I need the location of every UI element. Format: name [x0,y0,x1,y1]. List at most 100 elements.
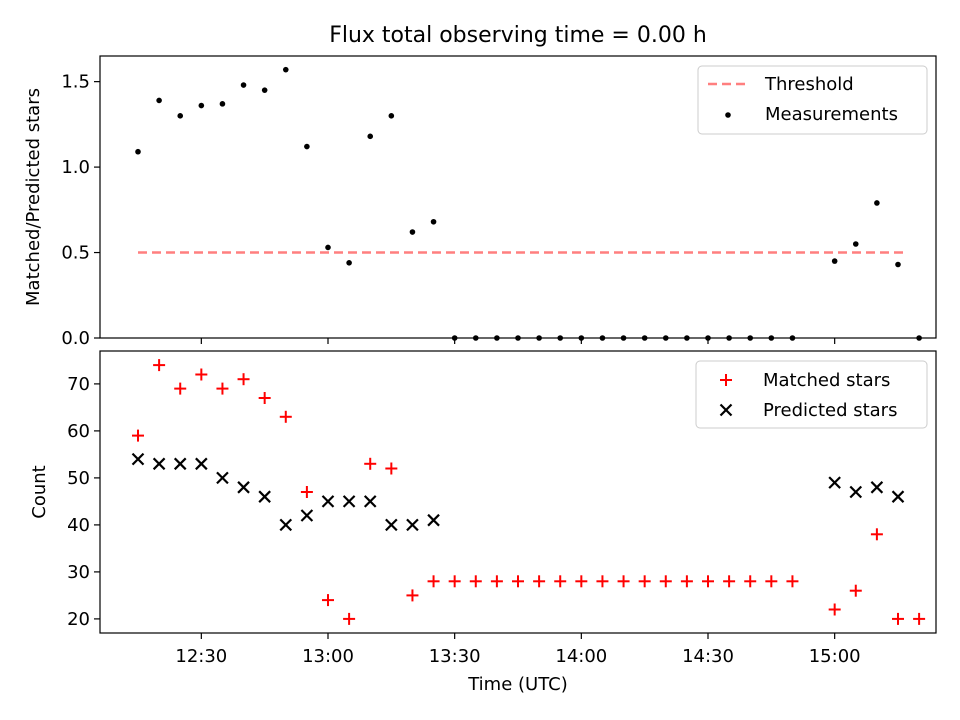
matched-star-point [744,575,757,588]
predicted-star-point [342,495,356,508]
predicted-star-point [406,518,419,532]
measurement-point [409,229,416,235]
predicted-star-point [195,457,208,471]
measurement-point [346,260,352,266]
measurement-point [325,244,331,251]
matched-star-point [617,575,630,588]
predicted-star-stroke [216,471,229,485]
predicted-star-stroke [195,457,208,471]
y-tick-label: 0.0 [61,328,90,349]
matched-star-point [554,575,567,588]
measurement-point [282,66,289,73]
predicted-star-point [216,471,229,485]
predicted-star-stroke [891,490,905,503]
x-tick-label: 13:30 [429,646,481,667]
matched-star-point [512,575,524,588]
predicted-star-stroke [300,509,314,522]
matched-star-point [892,612,904,625]
measurement-point [240,82,247,88]
matched-star-point [913,612,926,625]
measurement-point [831,258,838,264]
measurement-point [874,200,880,206]
y-tick-label: 70 [67,374,90,395]
y-tick-label: 0.5 [61,243,90,264]
matched-star-point [490,575,503,588]
legend-measurement-swatch [725,112,731,118]
legend-predicted-label: Predicted stars [763,400,897,421]
measurement-point [261,87,268,93]
chart-title: Flux total observing time = 0.00 h [329,23,707,48]
predicted-star-stroke [342,495,356,508]
matched-star-point [680,575,693,588]
predicted-star-stroke [237,481,250,494]
measurement-point [156,97,162,104]
measurement-point [388,113,395,119]
predicted-star-point [279,518,293,532]
predicted-star-point [131,452,145,466]
legend-box [695,360,928,429]
predicted-star-point [363,495,377,508]
x-tick-label: 15:00 [809,646,861,667]
predicted-star-stroke [152,457,166,471]
predicted-star-stroke [173,457,187,471]
matched-star-point [279,410,292,423]
measurement-point [430,218,437,225]
matched-star-point [448,575,461,588]
predicted-star-stroke [870,481,884,494]
measurement-point [177,113,184,119]
predicted-star-stroke [131,452,145,466]
predicted-star-stroke [427,513,440,527]
matched-star-point [427,575,440,588]
predicted-star-point [870,481,884,494]
predicted-star-stroke [363,495,377,508]
matched-star-point [195,368,208,381]
top-y-axis-label: Matched/Predicted stars [23,88,44,306]
top-panel: 0.0 0.5 1.0 1.5 Matched/Predicted stars Thres… [23,55,937,349]
matched-star-point [849,584,862,597]
matched-star-point [786,575,799,588]
measurement-point [135,148,141,155]
legend-measurement-label: Measurements [765,104,898,125]
predicted-star-point [258,490,271,503]
x-tick-label: 14:00 [555,646,607,667]
matched-star-point [870,528,883,541]
legend-predicted-swatch [719,403,733,417]
predicted-star-stroke [828,476,841,489]
y-tick-label: 1.0 [61,157,90,178]
predicted-star-point [849,485,863,499]
matched-star-point [638,575,651,588]
bottom-y-axis-label: Count [29,465,50,518]
matched-star-point [765,575,778,588]
matched-star-point [723,575,736,588]
matched-star-point [385,462,398,475]
predicted-star-point [891,490,905,503]
matched-star-point [702,575,714,588]
matched-star-point [406,589,419,602]
y-tick-label: 50 [67,468,90,489]
matched-star-point [132,429,144,442]
measurement-point [895,261,901,268]
predicted-star-stroke [406,518,419,532]
bottom-panel: 20 30 40 50 60 70 12:30 13:00 13:30 14:00 14:30 15:… [29,350,937,695]
bottom-plot-frame [99,350,937,634]
matched-star-point [300,486,313,498]
legend-box [697,65,928,135]
bottom-legend: Matched stars Predicted stars [695,360,928,429]
matched-star-point [533,575,546,588]
matched-star-point [322,594,334,607]
matched-star-point [237,373,250,386]
measurement-point [219,101,226,107]
matched-star-point [364,457,377,470]
measurement-point [198,102,205,109]
matched-star-point [575,575,588,588]
matched-star-point [596,575,609,588]
matched-star-point [469,575,482,588]
legend-threshold-label: Threshold [764,74,854,95]
matched-star-point [153,359,166,372]
matched-star-point [216,382,229,395]
x-tick-label: 14:30 [682,646,734,667]
top-legend: Threshold Measurements [697,65,928,135]
predicted-star-stroke [385,518,398,532]
predicted-star-stroke [258,490,271,503]
